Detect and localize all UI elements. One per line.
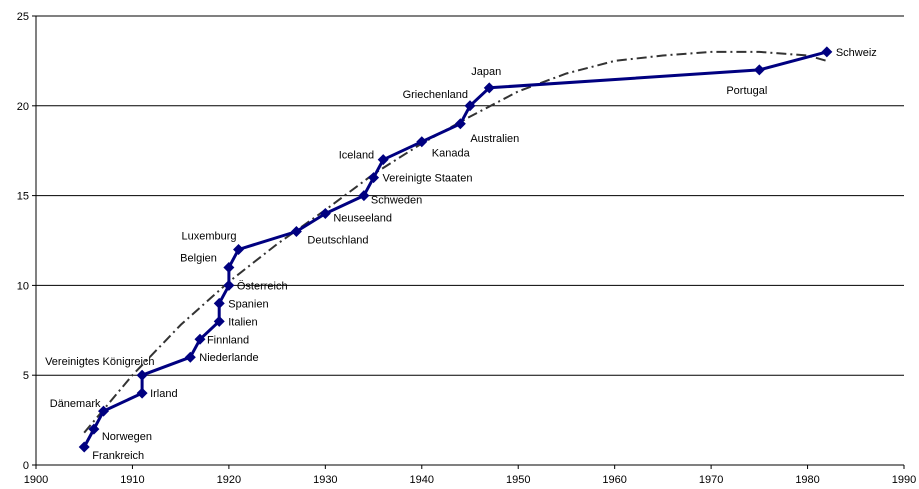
data-label: Schweiz (836, 47, 877, 59)
x-tick-label: 1900 (24, 474, 48, 486)
data-label: Japan (471, 66, 501, 78)
data-label: Norwegen (102, 431, 152, 443)
x-tick-label: 1970 (699, 474, 723, 486)
data-point (319, 208, 331, 220)
data-series (82, 50, 828, 448)
data-label: Vereinigte Staaten (383, 173, 473, 185)
x-tick-label: 1960 (602, 474, 626, 486)
data-label: Australien (470, 133, 519, 145)
data-point (88, 423, 100, 435)
x-tick-label: 1910 (120, 474, 144, 486)
data-point (213, 315, 225, 327)
data-label: Belgien (180, 252, 217, 264)
data-point (223, 279, 235, 291)
data-point (416, 136, 428, 148)
y-tick-label: 10 (17, 280, 29, 292)
y-tick-label: 25 (17, 11, 29, 23)
data-label: Italien (228, 316, 257, 328)
data-label: Österreich (237, 280, 288, 292)
data-point (290, 226, 302, 238)
x-tick-label: 1930 (313, 474, 337, 486)
x-tick-label: 1980 (795, 474, 819, 486)
y-tick-label: 0 (23, 460, 29, 472)
data-point (98, 405, 110, 417)
data-label: Niederlande (199, 352, 258, 364)
data-label: Frankreich (92, 450, 144, 462)
series-line (82, 50, 828, 448)
data-markers (78, 46, 833, 453)
data-label: Luxemburg (181, 230, 236, 242)
data-label: Portugal (726, 85, 767, 97)
data-point (184, 351, 196, 363)
data-label: Kanada (432, 148, 471, 160)
data-label: Finnland (207, 334, 249, 346)
data-label: Iceland (339, 150, 374, 162)
data-label: Schweden (371, 195, 422, 207)
data-label: Irland (150, 388, 178, 400)
data-label: Griechenland (403, 89, 468, 101)
data-point (194, 333, 206, 345)
data-point (368, 172, 380, 184)
y-tick-label: 15 (17, 191, 29, 203)
data-label: Neuseeland (333, 213, 392, 225)
data-point (454, 118, 466, 130)
data-label: Vereinigtes Königreich (45, 356, 154, 368)
data-point (223, 261, 235, 273)
data-point (377, 154, 389, 166)
data-label: Spanien (228, 298, 268, 310)
data-label: Deutschland (307, 235, 368, 247)
x-tick-label: 1940 (410, 474, 434, 486)
x-tick-label: 1920 (217, 474, 241, 486)
data-point (136, 387, 148, 399)
gridlines (36, 15, 904, 376)
data-labels: Frankreich Norwegen Dänemark Irland Vereinig… (45, 47, 877, 462)
y-tick-label: 5 (23, 370, 29, 382)
x-tick-label: 1990 (892, 474, 916, 486)
axes: 0 5 10 15 20 25 1900 1910 1920 1930 1940 1950 1960 19… (17, 11, 916, 486)
data-point (483, 82, 495, 94)
data-point (358, 190, 370, 202)
data-point (213, 297, 225, 309)
data-label: Dänemark (50, 398, 101, 410)
trend-line (83, 50, 828, 434)
data-point (753, 64, 765, 76)
x-tick-label: 1950 (506, 474, 530, 486)
data-point (136, 369, 148, 381)
data-point (821, 46, 833, 58)
data-point (464, 100, 476, 112)
data-point (233, 243, 245, 255)
y-tick-label: 20 (17, 101, 29, 113)
trend-series (83, 50, 828, 434)
data-point (78, 441, 90, 453)
